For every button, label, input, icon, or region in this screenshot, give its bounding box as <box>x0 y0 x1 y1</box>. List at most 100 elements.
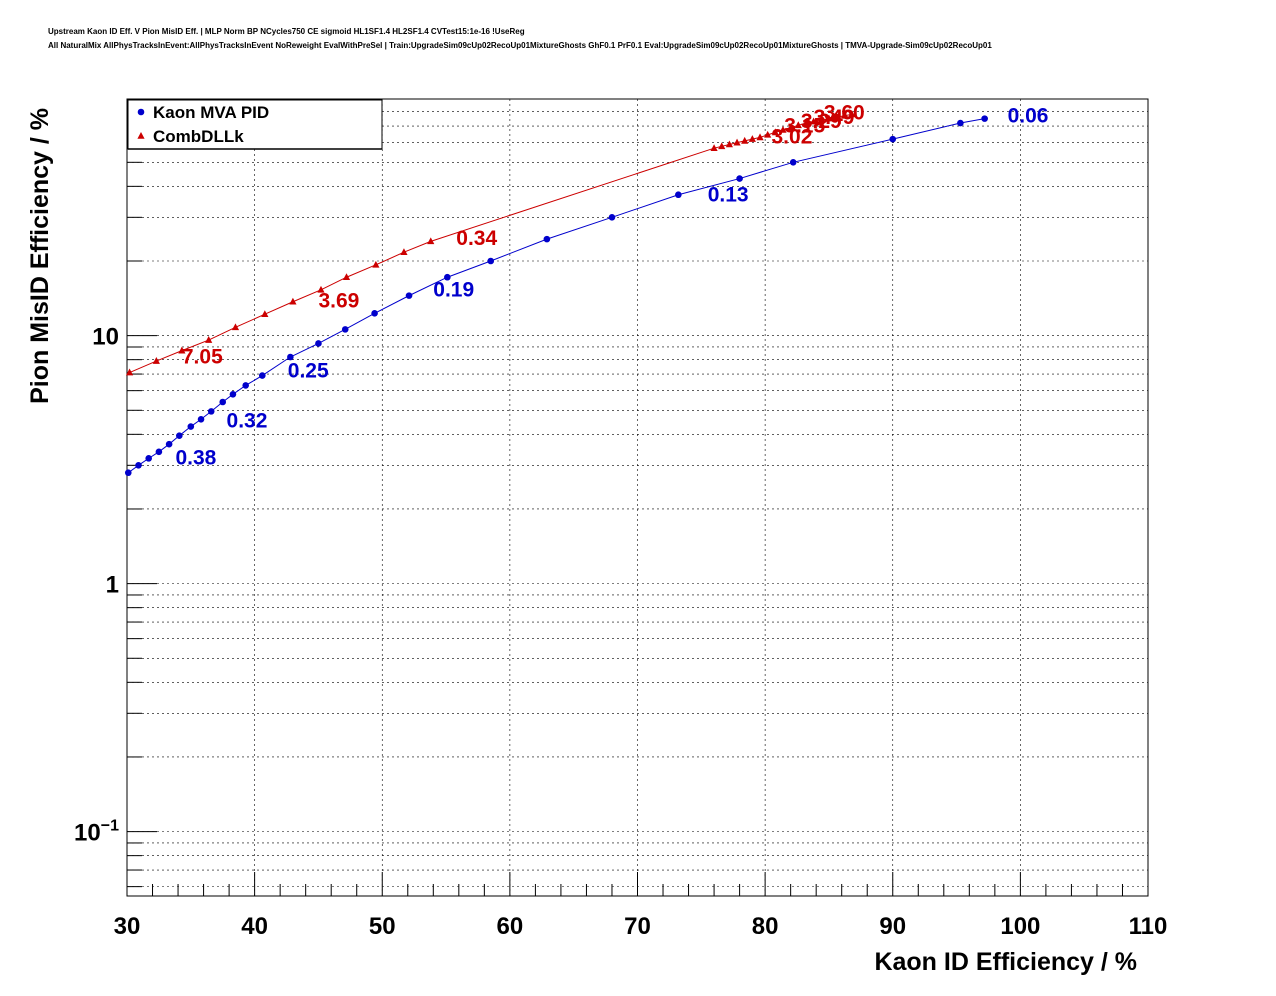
data-point <box>178 346 186 354</box>
y-tick-label-base: 10 <box>92 324 119 351</box>
y-tick-label-base: 10 <box>74 820 101 847</box>
x-tick-label: 50 <box>369 913 396 940</box>
data-point <box>675 191 682 199</box>
ticks-layer <box>126 98 1149 896</box>
x-tick-label: 80 <box>752 913 779 940</box>
legend: Kaon MVA PID CombDLLk <box>127 99 383 150</box>
data-point <box>487 257 495 265</box>
series-kaon-mva-pid <box>124 115 988 477</box>
x-tick-label: 100 <box>1000 913 1040 940</box>
data-point <box>341 326 349 333</box>
x-tick-label: 110 <box>1129 913 1168 940</box>
threshold-label: 0.32 <box>227 409 268 432</box>
data-point <box>405 292 413 299</box>
data-point <box>400 248 408 256</box>
series-combdllk <box>125 110 856 376</box>
threshold-label: 3.60 <box>824 102 865 125</box>
x-tick-label: 40 <box>241 913 268 940</box>
y-tick-label: 1 <box>106 572 119 599</box>
data-point <box>733 138 741 146</box>
data-point <box>342 273 351 281</box>
data-point <box>444 273 451 281</box>
data-point <box>802 119 810 126</box>
grid-layer <box>127 98 1148 896</box>
data-point <box>756 133 764 141</box>
x-tick-label: 70 <box>624 913 651 940</box>
plot-frame <box>126 98 1149 897</box>
legend-marker-triangle <box>137 132 145 139</box>
x-tick-label: 90 <box>879 913 906 940</box>
data-point <box>825 114 833 122</box>
data-point <box>789 159 797 166</box>
threshold-label: 3.49 <box>814 106 855 129</box>
data-point <box>317 285 325 293</box>
data-point <box>125 368 134 376</box>
data-point <box>832 113 841 121</box>
threshold-label: 3.29 <box>801 110 842 133</box>
threshold-label: 7.05 <box>182 346 223 369</box>
x-tick-label: 30 <box>114 913 141 940</box>
data-point <box>231 323 240 331</box>
data-point <box>787 123 795 131</box>
legend-box <box>127 99 383 150</box>
threshold-label: 0.19 <box>433 278 474 301</box>
data-point <box>718 142 726 150</box>
data-point <box>371 310 378 317</box>
data-point <box>981 115 988 122</box>
chart-title-line-2: All NaturalMix AllPhysTracksInEvent:AllP… <box>48 41 992 50</box>
data-point <box>155 448 163 456</box>
data-point <box>261 310 269 318</box>
y-tick-label: 10−1 <box>74 818 119 847</box>
threshold-label: 3.15 <box>784 115 825 138</box>
threshold-label: 3.69 <box>318 289 359 312</box>
data-point <box>372 260 380 268</box>
data-point <box>779 125 787 133</box>
x-tick-label: 60 <box>497 913 524 940</box>
data-point <box>725 140 733 148</box>
data-point <box>152 357 160 364</box>
legend-label: Kaon MVA PID <box>153 103 269 122</box>
y-tick-label: 10 <box>92 324 119 351</box>
threshold-label: 0.06 <box>1008 104 1049 127</box>
data-point <box>848 110 856 118</box>
chart-title-line-1: Upstream Kaon ID Eff. V Pion MisID Eff. … <box>48 27 525 36</box>
threshold-label: 0.13 <box>708 183 749 206</box>
threshold-label: 0.34 <box>456 227 497 250</box>
data-point <box>207 408 215 415</box>
data-point <box>124 469 132 477</box>
y-tick-label-exponent: −1 <box>101 818 119 835</box>
x-tick-labels: 30 40 50 60 70 80 90 100 110 <box>114 913 1168 940</box>
data-point <box>736 175 743 182</box>
data-point <box>840 111 848 119</box>
data-point <box>205 336 213 343</box>
legend-label: CombDLLk <box>153 127 244 146</box>
threshold-label: 3.02 <box>772 126 813 149</box>
data-point <box>219 398 227 406</box>
series-line <box>127 118 985 474</box>
series-layer <box>124 110 988 477</box>
data-point <box>176 432 183 439</box>
data-point <box>187 423 195 430</box>
data-point <box>145 455 152 462</box>
data-point <box>957 119 964 127</box>
data-point <box>741 136 749 144</box>
data-point <box>315 340 322 347</box>
data-point <box>889 135 897 143</box>
data-point <box>165 440 173 448</box>
data-point <box>229 391 237 398</box>
point-labels-layer: 0.06 0.13 0.19 0.25 0.32 0.38 7.05 3.69 0.34 3.02… <box>175 102 1048 470</box>
data-point <box>197 415 205 423</box>
y-axis-title: Pion MisID Efficiency / % <box>26 108 54 404</box>
data-point <box>242 382 249 389</box>
data-point <box>810 117 818 125</box>
data-point <box>608 214 616 221</box>
data-point <box>710 144 718 151</box>
data-point <box>427 237 435 245</box>
data-point <box>287 353 294 361</box>
data-point <box>289 297 297 305</box>
y-tick-label-base: 1 <box>106 572 119 599</box>
threshold-label: 0.38 <box>175 447 216 470</box>
data-point <box>258 372 266 379</box>
